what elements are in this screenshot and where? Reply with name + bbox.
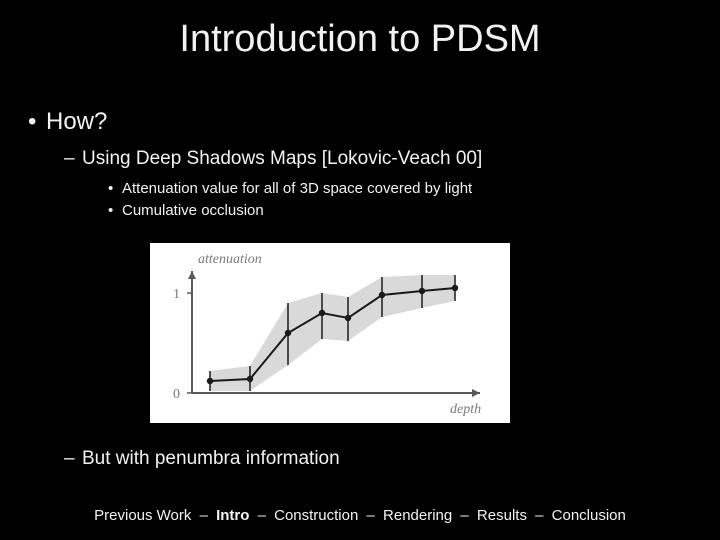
svg-text:depth: depth <box>450 402 481 417</box>
bullet-text: How? <box>46 108 107 135</box>
bullet-text: But with penumbra information <box>82 448 340 469</box>
breadcrumb: Previous Work – Intro – Construction – R… <box>0 507 720 524</box>
breadcrumb-item: Rendering <box>383 507 452 524</box>
breadcrumb-separator: – <box>358 507 383 524</box>
breadcrumb-item: Intro <box>216 507 249 524</box>
breadcrumb-separator: – <box>249 507 274 524</box>
breadcrumb-item: Construction <box>274 507 358 524</box>
svg-text:attenuation: attenuation <box>198 252 262 267</box>
bullet-marker: • <box>108 180 122 197</box>
attenuation-chart: 0 1 attenuation depth <box>150 243 510 423</box>
breadcrumb-item: Previous Work <box>94 507 191 524</box>
bullet-marker: – <box>64 448 82 470</box>
chart-svg: 0 1 attenuation depth <box>150 243 510 423</box>
bullet-marker: – <box>64 148 82 170</box>
bullet-marker: • <box>108 202 122 219</box>
bullet-text: Using Deep Shadows Maps [Lokovic-Veach 0… <box>82 148 482 169</box>
page-title: Introduction to PDSM <box>0 18 720 61</box>
breadcrumb-item: Conclusion <box>552 507 626 524</box>
breadcrumb-separator: – <box>527 507 552 524</box>
bullet-but-penumbra: –But with penumbra information <box>64 448 340 470</box>
bullet-how: •How? <box>28 108 107 136</box>
bullet-text: Cumulative occlusion <box>122 202 264 219</box>
bullet-text: Attenuation value for all of 3D space co… <box>122 180 472 197</box>
bullet-marker: • <box>28 108 46 136</box>
bullet-attenuation: •Attenuation value for all of 3D space c… <box>108 180 472 197</box>
slide: Introduction to PDSM •How? –Using Deep S… <box>0 0 720 540</box>
breadcrumb-separator: – <box>191 507 216 524</box>
bullet-using-dsm: –Using Deep Shadows Maps [Lokovic-Veach … <box>64 148 482 170</box>
breadcrumb-separator: – <box>452 507 477 524</box>
bullet-cumulative: •Cumulative occlusion <box>108 202 264 219</box>
svg-text:0: 0 <box>173 387 180 402</box>
breadcrumb-item: Results <box>477 507 527 524</box>
svg-text:1: 1 <box>173 287 180 302</box>
